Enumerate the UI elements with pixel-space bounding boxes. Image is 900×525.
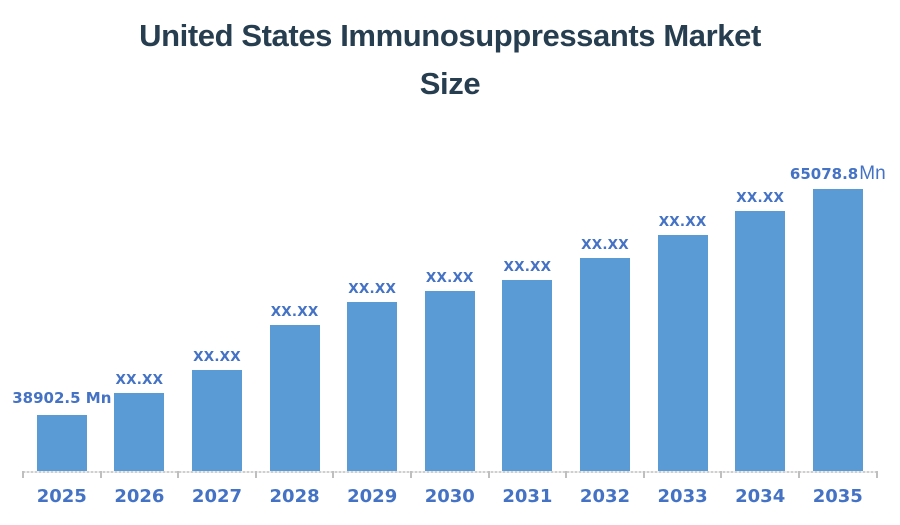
bar-value-label-2028: XX.XX bbox=[270, 304, 319, 320]
x-axis-tick bbox=[22, 471, 24, 478]
bar-value-unit: Mn bbox=[859, 163, 886, 184]
bar-2035 bbox=[812, 189, 863, 472]
x-axis-tick bbox=[798, 471, 800, 478]
bar-value-number: 65078.8 bbox=[789, 165, 859, 183]
x-axis-line bbox=[23, 471, 877, 473]
x-axis-tick bbox=[254, 471, 257, 478]
bar-2030 bbox=[424, 291, 475, 472]
bar-2033 bbox=[657, 235, 708, 472]
bar-2026 bbox=[114, 393, 165, 472]
bar-value-label-2027: XX.XX bbox=[193, 349, 241, 365]
bar-2025 bbox=[36, 415, 87, 472]
x-axis-tick bbox=[99, 471, 102, 478]
x-axis-tick bbox=[565, 471, 568, 478]
bar-2034 bbox=[735, 211, 786, 472]
x-axis-tick bbox=[720, 471, 723, 478]
x-axis-label-2033: 2033 bbox=[657, 486, 708, 507]
x-axis-label-2035: 2035 bbox=[812, 486, 863, 507]
bar-value-label-2025: 38902.5 Mn bbox=[0, 389, 132, 407]
bar-value-label-2035: 65078.8Mn bbox=[768, 163, 900, 185]
x-axis-tick bbox=[875, 471, 878, 478]
x-axis-label-2030: 2030 bbox=[424, 486, 475, 507]
bar-2031 bbox=[502, 280, 553, 472]
x-axis-tick bbox=[410, 471, 412, 478]
x-axis-tick bbox=[487, 471, 490, 478]
x-axis-label-2034: 2034 bbox=[735, 486, 786, 507]
x-axis-label-2026: 2026 bbox=[114, 486, 165, 507]
bar-value-label-2033: XX.XX bbox=[658, 214, 707, 230]
bar-2028 bbox=[269, 325, 320, 472]
bar-value-label-2026: XX.XX bbox=[115, 372, 164, 388]
bar-value-label-2030: XX.XX bbox=[425, 270, 474, 286]
bar-value-label-2029: XX.XX bbox=[348, 281, 397, 297]
x-axis-tick bbox=[332, 471, 335, 478]
bar-value-unit: Mn bbox=[80, 389, 112, 407]
bar-value-label-2032: XX.XX bbox=[581, 237, 629, 253]
x-axis-label-2029: 2029 bbox=[347, 486, 398, 507]
x-axis-label-2032: 2032 bbox=[579, 486, 631, 507]
x-axis-label-2028: 2028 bbox=[269, 486, 320, 507]
bar-value-label-2031: XX.XX bbox=[503, 259, 552, 275]
x-axis-tick bbox=[642, 471, 645, 478]
x-axis-label-2027: 2027 bbox=[191, 486, 243, 507]
x-axis-label-2031: 2031 bbox=[502, 486, 553, 507]
bar-2029 bbox=[347, 302, 398, 472]
bar-value-label-2034: XX.XX bbox=[736, 190, 785, 206]
x-axis-tick bbox=[177, 471, 180, 478]
bar-2027 bbox=[192, 370, 242, 472]
bar-2032 bbox=[580, 258, 630, 472]
x-axis-label-2025: 2025 bbox=[36, 486, 87, 507]
chart-title: United States Immunosuppressants Market … bbox=[139, 18, 761, 101]
bar-value-number: 38902.5 bbox=[12, 389, 81, 407]
